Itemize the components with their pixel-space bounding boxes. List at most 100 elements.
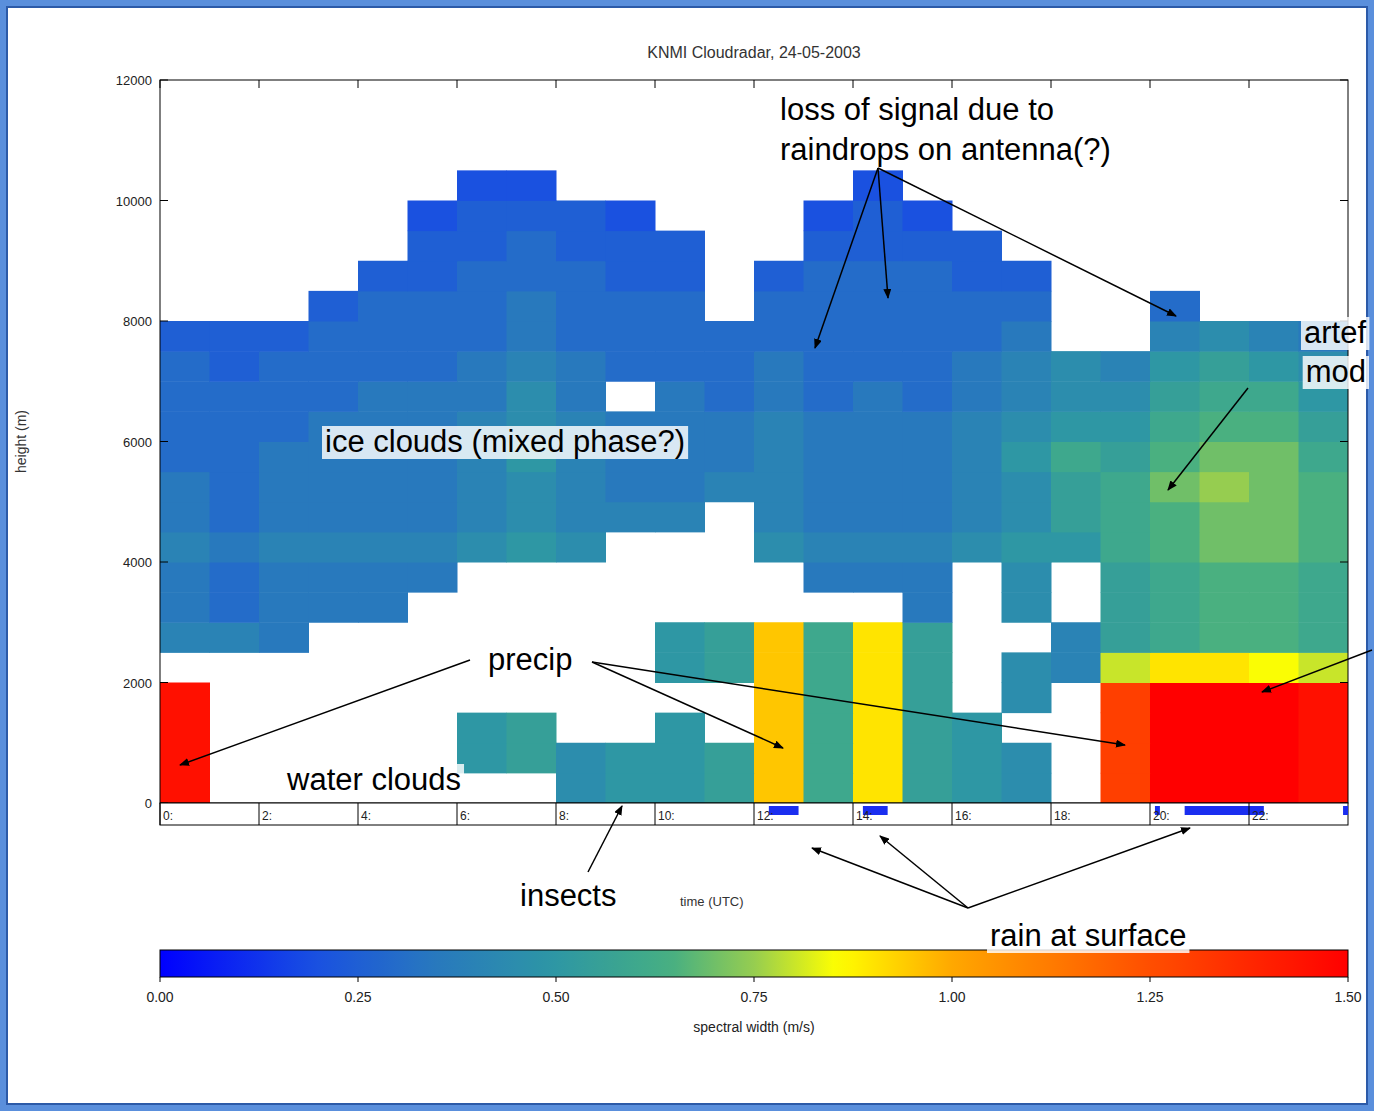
cell [1002,652,1052,683]
cell [804,472,854,503]
cell [655,472,705,503]
cell [1002,411,1052,442]
cell [952,743,1002,774]
cell [1150,743,1200,774]
cell [210,502,260,533]
cell [259,411,309,442]
x-tick [1051,803,1052,825]
cell [160,381,210,412]
x-tick [754,803,755,825]
cell [1101,683,1151,714]
y-tick [160,562,168,563]
annotation: precip [488,642,572,677]
cell [309,291,359,322]
cell [507,472,557,503]
cell [160,532,210,563]
border [0,0,1374,1111]
cell [556,231,606,262]
cell [754,411,804,442]
cell [1249,562,1299,593]
cell [705,411,755,442]
cell [754,683,804,714]
cell [804,743,854,774]
cell [952,442,1002,473]
cell [655,773,705,803]
x-tick [853,803,854,825]
cell [903,562,953,593]
cell [457,743,507,774]
cell [1101,472,1151,503]
cell [1249,652,1299,683]
x-tick [655,803,656,825]
cell [903,201,953,232]
cell [210,622,260,653]
cell [309,562,359,593]
y-tick [1340,80,1348,81]
cell [210,351,260,382]
annotation-group: ice clouds (mixed phase?) [322,424,688,459]
cell [903,411,953,442]
cell [903,683,953,714]
cell [556,773,606,803]
cell [1200,592,1250,623]
annotation: mod [1306,354,1366,389]
cell [903,502,953,533]
cell [160,592,210,623]
cell [160,472,210,503]
cell [1101,532,1151,563]
cell [408,321,458,352]
cell [259,502,309,533]
cell [853,321,903,352]
cell [210,472,260,503]
cell [655,381,705,412]
cell [210,442,260,473]
arrow [968,828,1190,908]
cell [655,743,705,774]
cell [655,321,705,352]
cell [1299,502,1349,533]
cell [1150,411,1200,442]
cell [408,381,458,412]
cell [408,291,458,322]
cell [655,713,705,744]
cell [1002,381,1052,412]
cell [804,622,854,653]
cell [507,532,557,563]
cell [1299,743,1349,774]
cell [804,411,854,442]
x-tick [655,80,656,88]
cell [754,652,804,683]
cell [1200,502,1250,533]
cell [556,502,606,533]
cell [160,713,210,744]
cell [1002,321,1052,352]
cell [853,442,903,473]
cell [804,201,854,232]
cell [160,743,210,774]
cell [1200,562,1250,593]
cell [1002,592,1052,623]
cell [754,381,804,412]
cell [507,713,557,744]
x-tick [160,80,161,88]
cell [853,381,903,412]
cell [457,201,507,232]
cell [705,652,755,683]
cell [457,231,507,262]
annotation: ice clouds (mixed phase?) [325,424,685,459]
panel [7,7,1367,1104]
cell [853,291,903,322]
cell [1051,532,1101,563]
cell [804,231,854,262]
y-tick-label: 2000 [123,676,152,691]
cell [457,713,507,744]
cell [1002,773,1052,803]
cell [754,442,804,473]
cell [853,502,903,533]
cell [358,502,408,533]
cell [705,622,755,653]
y-tick [1340,441,1348,442]
x-tick [358,80,359,88]
cell [259,381,309,412]
x-axis-title: time (UTC) [680,894,744,909]
